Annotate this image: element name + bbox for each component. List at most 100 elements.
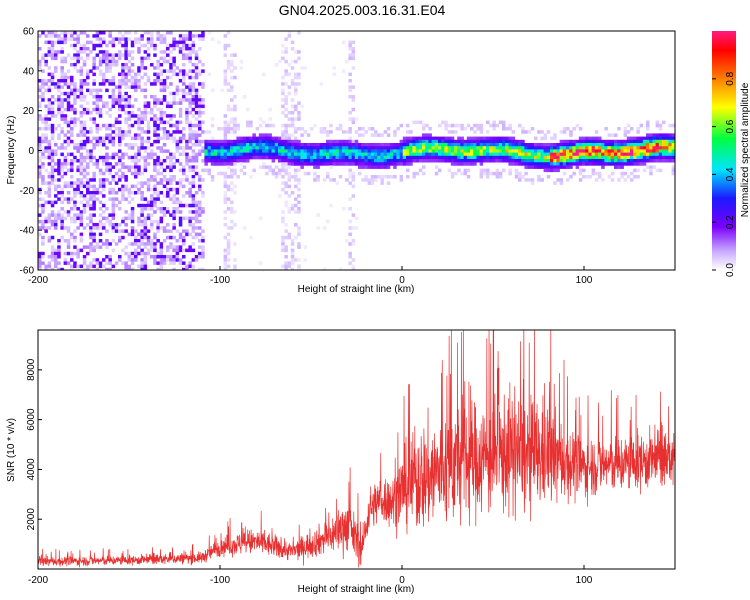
spectrogram-cell xyxy=(86,200,90,205)
spectrogram-cell xyxy=(550,152,554,157)
spectrogram-cell xyxy=(649,152,653,157)
spectrogram-cell xyxy=(226,226,231,230)
spectrogram-cell xyxy=(412,149,416,153)
spectrogram-cell xyxy=(166,187,170,192)
spectrogram-cell xyxy=(594,159,599,163)
spectrogram-cell xyxy=(287,165,292,169)
spectrogram-cell xyxy=(111,91,116,96)
spectrogram-cell xyxy=(319,159,324,163)
spectrogram-cell xyxy=(156,31,160,35)
spectrogram-cell xyxy=(79,130,84,134)
spectrogram-cell xyxy=(530,181,535,185)
spectrogram-cell xyxy=(569,143,573,147)
spectrogram-cell xyxy=(626,130,631,134)
spectrogram-cell xyxy=(143,130,148,134)
spectrogram-cell xyxy=(162,168,167,173)
spectrogram-cell xyxy=(658,143,663,147)
spectrogram-cell xyxy=(63,165,68,169)
spectrogram-cell xyxy=(198,34,202,38)
spectrogram-cell xyxy=(191,168,196,173)
spectrogram-cell xyxy=(233,152,237,157)
spectrogram-cell xyxy=(124,245,128,249)
spectrogram-cell xyxy=(89,197,93,201)
spectrogram-cell xyxy=(530,155,535,160)
spectrogram-cell xyxy=(70,159,74,163)
spectrogram-cell xyxy=(166,104,170,109)
spectrogram-cell xyxy=(108,63,112,67)
spectrogram-cell xyxy=(92,146,96,150)
spectrogram-cell xyxy=(633,143,637,147)
spectrogram-cell xyxy=(79,50,84,54)
spectrogram-cell xyxy=(198,47,202,51)
spectrogram-cell xyxy=(66,210,71,214)
spectrogram-cell xyxy=(153,235,157,240)
spectrogram-cell xyxy=(194,258,199,262)
spectrogram-cell xyxy=(73,216,77,221)
spectrogram-cell xyxy=(665,136,669,141)
spectrogram-cell xyxy=(89,152,93,157)
spectrogram-cell xyxy=(172,43,176,48)
spectrogram-cell xyxy=(348,85,352,89)
spectrogram-cell xyxy=(297,168,301,173)
spectrogram-cell xyxy=(63,79,68,83)
spectrogram-cell xyxy=(585,155,589,160)
spectrogram-cell xyxy=(204,155,208,160)
spectrogram-cell xyxy=(428,127,432,131)
spectrogram-cell xyxy=(102,40,106,45)
spectrogram-cell xyxy=(486,159,490,163)
spectrogram-cell xyxy=(220,171,224,176)
spectrogram-cell xyxy=(284,69,288,73)
spectrogram-cell xyxy=(38,203,42,208)
spectrogram-cell xyxy=(457,146,461,150)
spectrogram-cell xyxy=(210,143,215,147)
spectrogram-cell xyxy=(143,31,148,35)
spectrogram-cell xyxy=(105,123,109,128)
spectrogram-cell xyxy=(306,159,311,163)
spectrogram-cell xyxy=(102,155,106,160)
spectrogram-cell xyxy=(86,264,90,269)
spectrogram-cell xyxy=(70,34,74,38)
spectrogram-cell xyxy=(412,171,416,176)
spectrogram-cell xyxy=(569,146,573,150)
spectrogram-cell xyxy=(82,31,87,35)
spectrogram-cell xyxy=(281,143,285,147)
spectrogram-cell xyxy=(73,31,77,35)
spectrogram-cell xyxy=(223,210,228,214)
spectrogram-cell xyxy=(495,149,500,153)
spectrogram-cell xyxy=(294,127,298,131)
spectrogram-cell xyxy=(86,165,90,169)
spectrogram-cell xyxy=(249,235,253,240)
spectrogram-cell xyxy=(47,216,52,221)
spectrogram-cell xyxy=(159,136,164,141)
spectrogram-cell xyxy=(521,139,525,144)
spectrogram-cell xyxy=(297,127,301,131)
spectrogram-cell xyxy=(322,149,327,153)
spectrogram-cell xyxy=(646,146,650,150)
spectrogram-cell xyxy=(556,152,560,157)
spectrogram-cell xyxy=(223,114,228,118)
spectrogram-cell xyxy=(390,155,394,160)
spectrogram-cell xyxy=(38,155,42,160)
y-tick-label: -40 xyxy=(20,226,35,237)
spectrogram-cell xyxy=(351,85,356,89)
spectrogram-cell xyxy=(223,130,228,134)
spectrogram-cell xyxy=(47,171,52,176)
spectrogram-cell xyxy=(102,53,106,57)
spectrogram-cell xyxy=(60,130,64,134)
spectrogram-cell xyxy=(201,178,205,182)
spectrogram-cell xyxy=(89,213,93,217)
spectrogram-cell xyxy=(118,155,122,160)
spectrogram-cell xyxy=(454,130,458,134)
spectrogram-cell xyxy=(124,210,128,214)
spectrogram-cell xyxy=(79,194,84,198)
spectrogram-cell xyxy=(143,235,148,240)
spectrogram-cell xyxy=(492,152,496,157)
spectrogram-cell xyxy=(146,155,151,160)
spectrogram-cell xyxy=(153,82,157,86)
spectrogram-cell xyxy=(591,162,596,166)
y-tick-label: 60 xyxy=(23,27,35,38)
spectrogram-cell xyxy=(642,143,647,147)
spectrogram-cell xyxy=(92,72,96,77)
spectrogram-cell xyxy=(351,107,356,112)
spectrogram-cell xyxy=(297,162,301,166)
